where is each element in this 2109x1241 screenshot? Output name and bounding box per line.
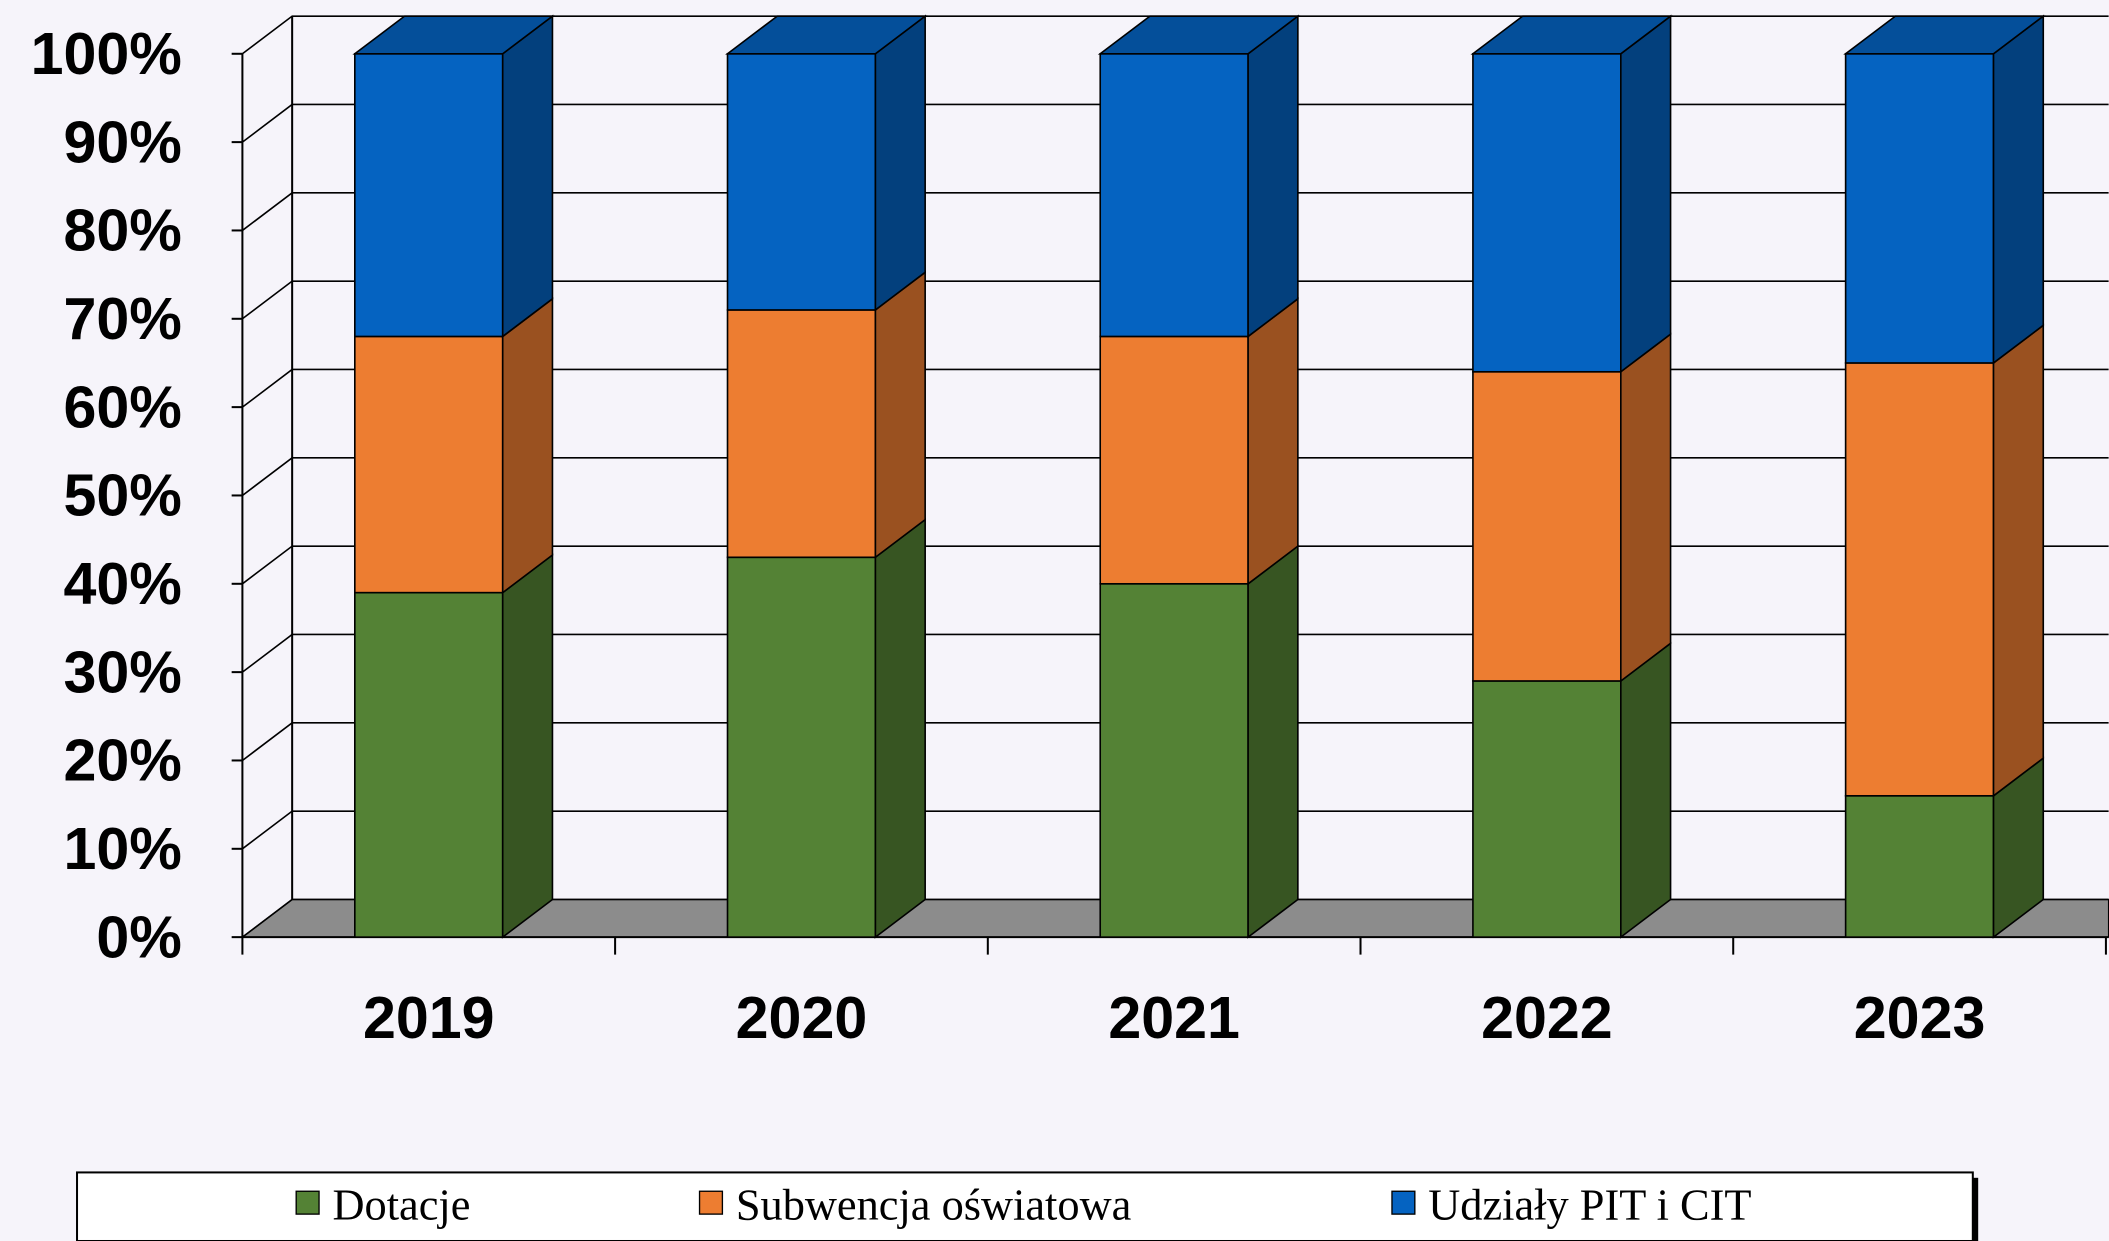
bar-segment <box>1844 362 1995 797</box>
bar-top <box>725 15 928 55</box>
x-tick-label: 2023 <box>1854 984 1986 1051</box>
bar-top <box>1470 15 1673 55</box>
y-tick-label: 90% <box>64 108 182 175</box>
bar-side <box>1992 323 2045 798</box>
x-tick-label: 2022 <box>1481 984 1613 1051</box>
bar-segment <box>1472 52 1622 373</box>
bar-segment <box>726 556 877 938</box>
bar-top <box>1843 15 2046 55</box>
bar-side <box>874 270 926 559</box>
y-tick-label: 50% <box>64 462 182 529</box>
legend-label: Udziały PIT i CIT <box>1428 1179 1751 1229</box>
legend-swatch <box>295 1190 320 1215</box>
bar-side <box>1992 14 2045 365</box>
legend-label: Subwencja oświatowa <box>736 1179 1132 1229</box>
y-tick-label: 40% <box>64 550 182 617</box>
bar-segment <box>354 591 504 938</box>
x-tick-label: 2019 <box>363 984 495 1051</box>
grid-line <box>241 15 2109 55</box>
legend-swatch <box>1391 1190 1416 1215</box>
y-tick-label: 80% <box>64 197 182 264</box>
bar-segment <box>354 335 504 594</box>
bar-side <box>874 14 926 312</box>
legend-label: Dotacje <box>332 1179 470 1229</box>
y-tick-label: 30% <box>64 638 182 705</box>
bar-side <box>501 14 554 339</box>
bar-top <box>1097 15 1301 55</box>
x-tick-label: 2020 <box>736 984 868 1051</box>
y-tick-label: 70% <box>64 285 182 352</box>
bar-segment <box>1099 52 1249 338</box>
bar-side <box>874 518 926 939</box>
y-tick-label: 60% <box>64 373 182 440</box>
y-tick-label: 100% <box>31 20 182 87</box>
bar-side <box>1247 544 1299 939</box>
bar-side <box>1247 14 1299 339</box>
legend-box <box>76 1171 1974 1241</box>
legend-swatch <box>698 1190 724 1215</box>
bar-side <box>1247 297 1299 586</box>
bar-segment <box>1472 370 1622 682</box>
bar-side <box>1620 641 1672 939</box>
y-tick-label: 0% <box>96 903 181 970</box>
bar-side <box>1620 14 1672 374</box>
bar-segment <box>1099 582 1249 938</box>
bar-segment <box>1472 680 1622 938</box>
x-tick-label: 2021 <box>1108 984 1240 1051</box>
bar-top <box>352 15 555 55</box>
y-tick-label: 20% <box>64 727 182 794</box>
bar-segment <box>1099 335 1249 585</box>
bar-segment <box>1844 794 1995 938</box>
bar-segment <box>354 52 504 338</box>
bar-side <box>501 297 554 595</box>
bar-segment <box>1844 52 1995 364</box>
y-tick-label: 10% <box>64 815 182 882</box>
bar-side <box>501 553 554 939</box>
bar-side <box>1620 332 1672 683</box>
bar-segment <box>726 52 877 311</box>
bar-segment <box>726 309 877 559</box>
